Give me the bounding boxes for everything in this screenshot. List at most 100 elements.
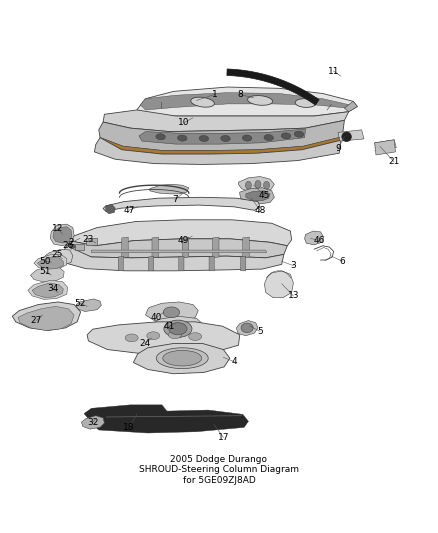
Polygon shape bbox=[344, 101, 357, 112]
Text: 11: 11 bbox=[328, 67, 339, 76]
Text: 41: 41 bbox=[163, 322, 175, 330]
Ellipse shape bbox=[177, 135, 187, 141]
Ellipse shape bbox=[156, 134, 166, 140]
Ellipse shape bbox=[156, 348, 208, 368]
Text: 2005 Dodge Durango
SHROUD-Steering Column Diagram
for 5GE09ZJ8AD: 2005 Dodge Durango SHROUD-Steering Colum… bbox=[139, 455, 299, 484]
Text: 24: 24 bbox=[139, 339, 150, 348]
Ellipse shape bbox=[294, 131, 304, 137]
Ellipse shape bbox=[168, 331, 181, 338]
Polygon shape bbox=[137, 87, 357, 116]
Polygon shape bbox=[28, 280, 67, 300]
Ellipse shape bbox=[191, 97, 214, 107]
Polygon shape bbox=[37, 257, 64, 269]
Text: 52: 52 bbox=[74, 299, 85, 308]
Text: 4: 4 bbox=[231, 357, 237, 366]
Polygon shape bbox=[304, 231, 324, 245]
Text: 18: 18 bbox=[124, 423, 135, 432]
Text: 46: 46 bbox=[314, 236, 325, 245]
Text: 3: 3 bbox=[290, 261, 296, 270]
Ellipse shape bbox=[281, 133, 291, 139]
Text: 5: 5 bbox=[257, 327, 263, 336]
Text: 26: 26 bbox=[63, 241, 74, 250]
Polygon shape bbox=[81, 416, 104, 429]
Text: 2: 2 bbox=[68, 238, 74, 247]
Polygon shape bbox=[99, 137, 342, 154]
Ellipse shape bbox=[189, 333, 202, 341]
Ellipse shape bbox=[163, 350, 202, 366]
Polygon shape bbox=[45, 249, 73, 265]
Text: 48: 48 bbox=[254, 206, 266, 215]
Polygon shape bbox=[32, 283, 64, 297]
Ellipse shape bbox=[242, 135, 252, 141]
Polygon shape bbox=[106, 204, 115, 214]
Polygon shape bbox=[53, 227, 72, 243]
Ellipse shape bbox=[264, 135, 273, 141]
Polygon shape bbox=[92, 410, 248, 433]
Text: 7: 7 bbox=[172, 195, 178, 204]
Text: 47: 47 bbox=[124, 206, 135, 215]
Text: 32: 32 bbox=[87, 418, 99, 427]
Ellipse shape bbox=[342, 132, 351, 142]
Ellipse shape bbox=[247, 95, 272, 106]
Ellipse shape bbox=[221, 135, 230, 142]
Text: 9: 9 bbox=[335, 144, 341, 154]
Polygon shape bbox=[265, 271, 293, 297]
Polygon shape bbox=[145, 302, 198, 322]
Text: 25: 25 bbox=[51, 250, 63, 259]
Polygon shape bbox=[152, 237, 159, 258]
Text: 40: 40 bbox=[151, 313, 162, 322]
Polygon shape bbox=[12, 302, 81, 330]
Polygon shape bbox=[240, 188, 274, 204]
Polygon shape bbox=[150, 184, 189, 194]
Polygon shape bbox=[76, 299, 101, 311]
Text: 23: 23 bbox=[83, 235, 94, 244]
Text: 6: 6 bbox=[339, 257, 345, 266]
Polygon shape bbox=[374, 140, 396, 155]
Ellipse shape bbox=[264, 181, 270, 189]
Polygon shape bbox=[148, 256, 154, 271]
Text: 1: 1 bbox=[212, 90, 218, 99]
Polygon shape bbox=[84, 405, 167, 421]
Text: 13: 13 bbox=[288, 292, 299, 301]
Polygon shape bbox=[70, 244, 75, 249]
Ellipse shape bbox=[147, 332, 160, 340]
Polygon shape bbox=[140, 93, 353, 110]
Polygon shape bbox=[182, 237, 189, 258]
Polygon shape bbox=[374, 140, 396, 151]
Polygon shape bbox=[103, 197, 260, 211]
Polygon shape bbox=[50, 224, 74, 246]
Polygon shape bbox=[138, 224, 275, 243]
Text: 12: 12 bbox=[53, 224, 64, 233]
Polygon shape bbox=[31, 266, 64, 282]
Ellipse shape bbox=[125, 334, 138, 342]
Text: 49: 49 bbox=[178, 236, 189, 245]
Polygon shape bbox=[86, 238, 97, 245]
Text: 17: 17 bbox=[218, 433, 229, 442]
Polygon shape bbox=[61, 246, 284, 271]
Polygon shape bbox=[227, 69, 319, 105]
Polygon shape bbox=[338, 130, 364, 141]
Polygon shape bbox=[95, 138, 341, 165]
Polygon shape bbox=[92, 250, 267, 253]
Polygon shape bbox=[179, 256, 184, 271]
Polygon shape bbox=[67, 239, 287, 258]
Polygon shape bbox=[103, 110, 349, 132]
Polygon shape bbox=[118, 256, 124, 271]
Polygon shape bbox=[71, 220, 292, 246]
Text: 10: 10 bbox=[178, 118, 189, 127]
Polygon shape bbox=[134, 343, 230, 374]
Polygon shape bbox=[34, 254, 67, 270]
Polygon shape bbox=[243, 237, 249, 258]
Polygon shape bbox=[75, 244, 84, 251]
Text: 21: 21 bbox=[389, 157, 400, 166]
Polygon shape bbox=[238, 176, 274, 192]
Text: 27: 27 bbox=[31, 316, 42, 325]
Ellipse shape bbox=[164, 320, 192, 337]
Polygon shape bbox=[246, 191, 270, 201]
Polygon shape bbox=[148, 316, 205, 341]
Polygon shape bbox=[209, 256, 214, 271]
Text: 34: 34 bbox=[47, 285, 58, 294]
Polygon shape bbox=[236, 320, 258, 336]
Polygon shape bbox=[18, 306, 74, 330]
Ellipse shape bbox=[255, 181, 261, 188]
